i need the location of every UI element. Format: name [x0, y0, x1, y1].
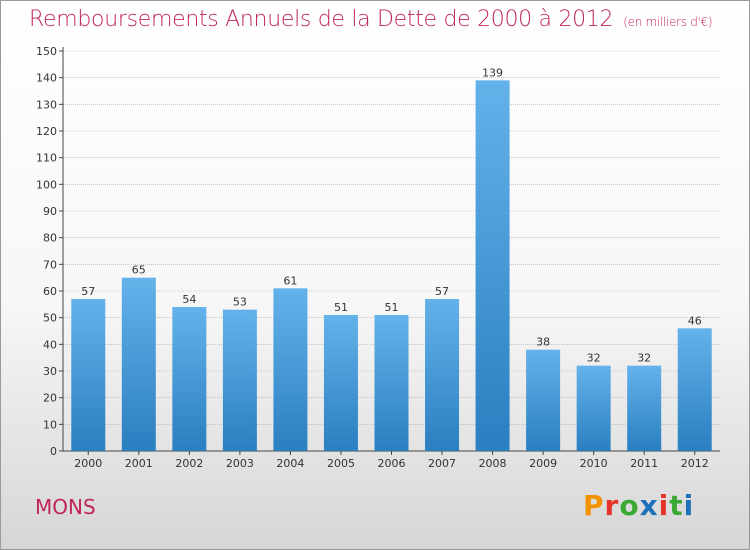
y-tick-label: 70	[43, 258, 57, 271]
bar-2009	[526, 349, 561, 451]
bar-2005	[323, 315, 358, 451]
logo-letter: i	[683, 489, 695, 522]
y-tick-label: 40	[43, 338, 57, 351]
value-label-2004: 61	[283, 274, 297, 287]
y-tick-labels: 0 10 20 30 40 50 60 70 80 90 100 110 120 130 140 150	[36, 45, 57, 458]
x-tick-label-2000: 2000	[74, 457, 102, 470]
city-name: MONS	[35, 495, 96, 519]
x-tick-label-2007: 2007	[428, 457, 456, 470]
bar-2000	[71, 299, 106, 451]
logo-letter: P	[583, 489, 605, 522]
bar-2004	[273, 288, 308, 451]
y-tick-label: 150	[36, 45, 57, 58]
unit-note: (en milliers d'€)	[623, 15, 713, 29]
value-labels: 57 65 54 53 61 51 51 57 139 38 32 32 46	[81, 66, 701, 364]
y-tick-label: 80	[43, 232, 57, 245]
value-label-2000: 57	[81, 285, 95, 298]
y-tick-label: 30	[43, 365, 57, 378]
bar-2012	[677, 328, 712, 451]
value-label-2007: 57	[435, 285, 449, 298]
logo-letter: i	[658, 489, 670, 522]
x-tick-label-2009: 2009	[529, 457, 557, 470]
bars	[71, 80, 712, 451]
value-label-2003: 53	[233, 296, 247, 309]
x-tick-label-2011: 2011	[630, 457, 658, 470]
logo-letter: o	[619, 489, 640, 522]
y-tick-label: 110	[36, 152, 57, 165]
x-tick-label-2008: 2008	[479, 457, 507, 470]
value-label-2002: 54	[182, 293, 196, 306]
x-tick-label-2003: 2003	[226, 457, 254, 470]
value-label-2010: 32	[587, 352, 601, 365]
bar-2007	[425, 299, 460, 451]
bar-2003	[222, 309, 257, 451]
bar-2006	[374, 315, 409, 451]
y-tick-label: 60	[43, 285, 57, 298]
y-tick-label: 90	[43, 205, 57, 218]
value-label-2005: 51	[334, 301, 348, 314]
bar-2011	[627, 365, 662, 451]
proxiti-logo: Proxiti	[583, 489, 694, 522]
y-tick-label: 10	[43, 418, 57, 431]
logo-letter: t	[669, 489, 684, 522]
title-text: Remboursements Annuels de la Dette de 20…	[29, 7, 614, 32]
y-tick-label: 100	[36, 178, 57, 191]
y-tick-label: 20	[43, 392, 57, 405]
x-tick-label-2006: 2006	[378, 457, 406, 470]
x-tick-labels: 2000 2001 2002 2003 2004 2005 2006 2007 2008 2009…	[74, 457, 708, 470]
value-label-2008: 139	[482, 66, 503, 79]
bar-2002	[172, 307, 207, 451]
value-label-2006: 51	[385, 301, 399, 314]
chart-title: Remboursements Annuels de la Dette de 20…	[29, 7, 713, 32]
bar-2008	[475, 80, 510, 451]
y-tick-label: 0	[50, 445, 57, 458]
x-tick-label-2002: 2002	[175, 457, 203, 470]
logo-letter: x	[639, 489, 659, 522]
y-tick-label: 50	[43, 312, 57, 325]
value-label-2011: 32	[637, 352, 651, 365]
bar-2010	[576, 365, 611, 451]
y-tick-label: 140	[36, 72, 57, 85]
x-tick-label-2012: 2012	[681, 457, 709, 470]
value-label-2009: 38	[536, 336, 550, 349]
y-tick-label: 130	[36, 98, 57, 111]
bar-2001	[121, 277, 156, 451]
x-tick-label-2005: 2005	[327, 457, 355, 470]
x-tick-label-2001: 2001	[125, 457, 153, 470]
value-label-2001: 65	[132, 264, 146, 277]
y-tick-label: 120	[36, 125, 57, 138]
value-label-2012: 46	[688, 314, 702, 327]
x-tick-label-2004: 2004	[276, 457, 304, 470]
x-tick-label-2010: 2010	[580, 457, 608, 470]
logo-letter: r	[604, 489, 620, 522]
